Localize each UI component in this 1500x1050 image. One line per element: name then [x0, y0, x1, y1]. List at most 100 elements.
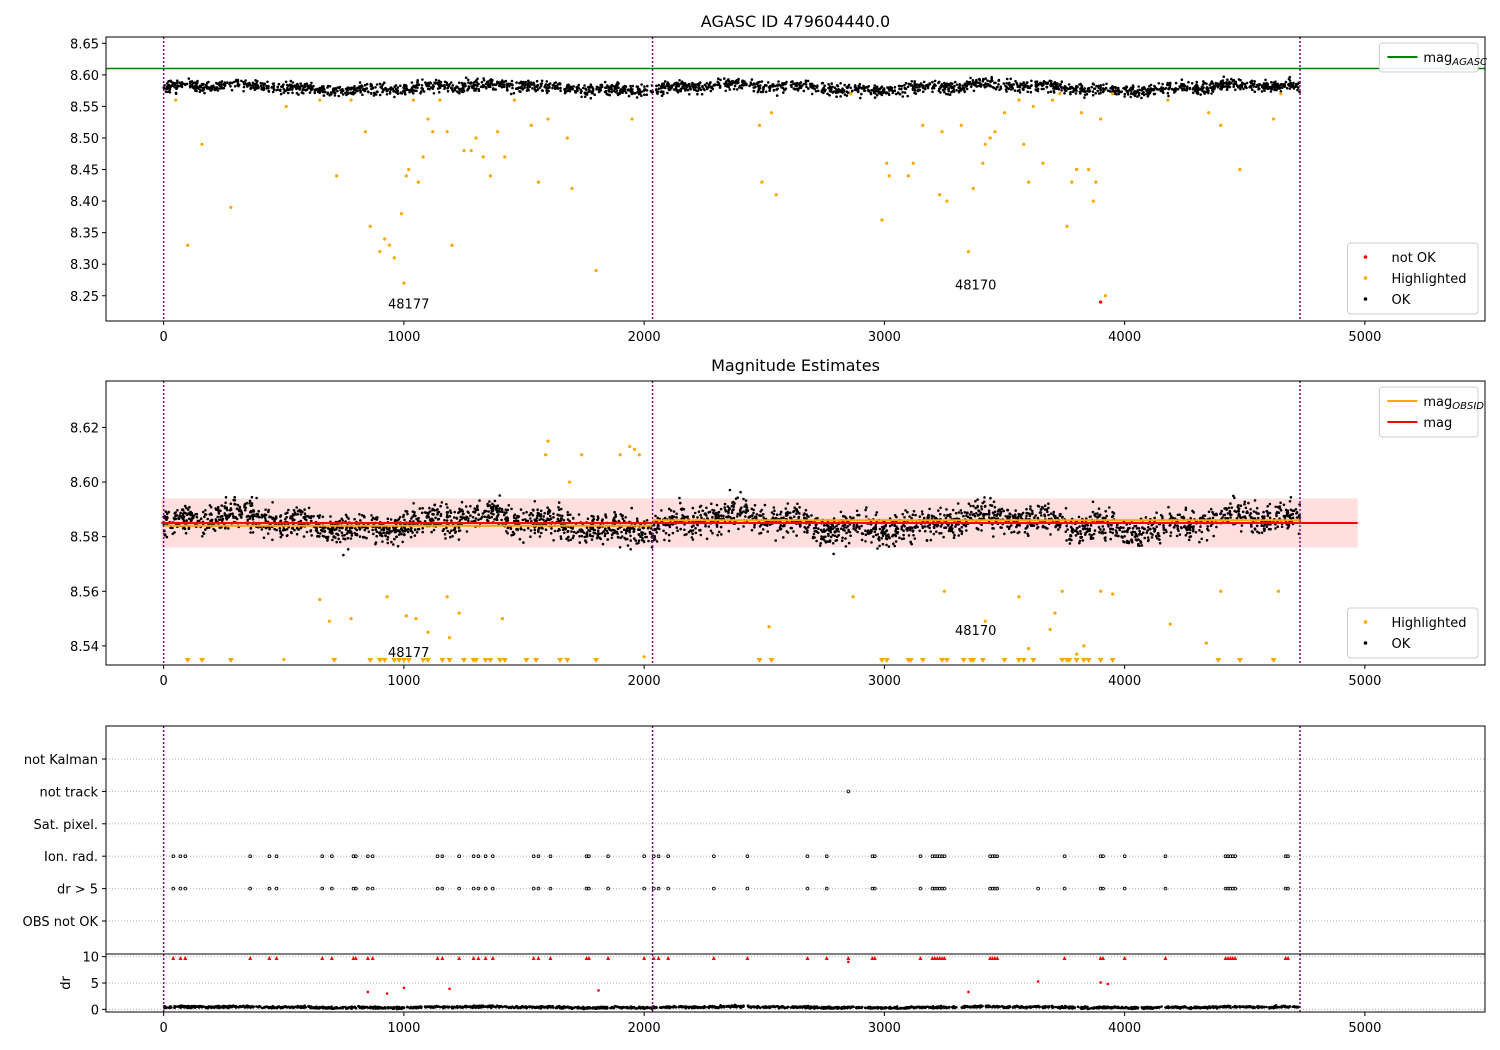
ok-point: [162, 86, 166, 90]
ok-point: [613, 85, 617, 88]
ok-point: [491, 506, 495, 510]
ok-point: [960, 525, 963, 529]
ok-point: [1123, 535, 1126, 538]
legend-box: [1347, 242, 1479, 315]
ok-point: [432, 519, 435, 522]
ok-point: [629, 548, 632, 551]
ok-point: [657, 83, 661, 87]
ok-point: [694, 527, 697, 530]
ok-point: [925, 84, 929, 88]
ok-point: [1046, 81, 1050, 84]
ok-point: [945, 508, 948, 511]
ok-point: [893, 86, 897, 89]
ok-point: [615, 89, 619, 93]
ok-point: [1042, 81, 1045, 84]
ok-point: [1166, 81, 1169, 85]
ok-point: [351, 90, 355, 94]
ok-point: [359, 89, 362, 93]
ok-point: [578, 535, 581, 538]
ok-point: [1272, 81, 1276, 84]
ok-point: [915, 86, 919, 89]
ok-point: [208, 504, 212, 507]
ok-point: [771, 83, 774, 86]
ok-point: [1253, 499, 1257, 502]
ok-point: [791, 80, 794, 83]
ok-point: [168, 91, 172, 94]
ok-point: [1104, 509, 1107, 513]
ok-point: [406, 530, 410, 534]
ok-point: [908, 515, 911, 518]
ok-point: [464, 76, 468, 79]
ok-point: [585, 535, 589, 538]
ok-point: [766, 81, 770, 84]
highlighted-point: [186, 243, 190, 247]
ok-point: [950, 529, 954, 532]
ok-point: [1244, 85, 1247, 88]
ok-point: [399, 91, 403, 94]
ok-point: [793, 506, 796, 510]
ok-point: [649, 89, 653, 93]
ok-point: [342, 553, 345, 557]
ok-point: [453, 510, 457, 514]
legend-swatch: [1363, 276, 1368, 280]
ok-point: [965, 514, 968, 517]
y-tick-label: 8.25: [70, 290, 99, 305]
ok-point: [780, 516, 783, 520]
ok-point: [827, 86, 830, 90]
ok-point: [519, 80, 523, 84]
ok-point: [412, 502, 415, 505]
ok-point: [697, 83, 701, 87]
ok-point: [218, 526, 222, 529]
highlighted-point: [760, 180, 764, 184]
ok-point: [498, 494, 502, 497]
ok-point: [1255, 506, 1259, 510]
ok-point: [446, 90, 450, 93]
ok-point: [877, 87, 880, 91]
ok-point: [409, 535, 413, 539]
ok-point: [380, 86, 384, 90]
ok-point: [1017, 530, 1021, 534]
ok-point: [804, 527, 808, 530]
ok-point: [201, 510, 205, 514]
ok-point: [836, 91, 839, 94]
ok-point: [340, 517, 344, 521]
ok-point: [876, 533, 880, 536]
ok-point: [450, 81, 453, 84]
ok-point: [987, 516, 991, 519]
ok-point: [726, 515, 729, 519]
ok-point: [1053, 81, 1057, 84]
ok-point: [1186, 531, 1189, 535]
ok-point: [742, 82, 746, 86]
ok-point: [1227, 506, 1231, 510]
ok-point: [473, 511, 477, 514]
ok-point: [962, 514, 965, 518]
ok-point: [1146, 536, 1150, 539]
ok-point: [948, 528, 951, 531]
ok-point: [734, 79, 738, 83]
ok-point: [893, 533, 897, 536]
ok-point: [338, 529, 341, 532]
x-tick-label: 2000: [628, 330, 661, 345]
ok-point: [900, 87, 903, 91]
ok-point: [375, 516, 378, 519]
ok-point: [433, 503, 437, 507]
ok-point: [1153, 530, 1156, 533]
ok-point: [420, 84, 424, 87]
ok-point: [620, 530, 623, 534]
ok-point: [1074, 92, 1078, 95]
ok-point: [892, 542, 895, 545]
ok-point: [701, 85, 704, 88]
ok-point: [287, 508, 290, 512]
ok-point: [389, 518, 393, 521]
ok-point: [854, 528, 857, 532]
ok-point: [1133, 90, 1137, 93]
ok-point: [1093, 513, 1097, 516]
x-tick-label: 0: [160, 674, 168, 689]
ok-point: [446, 87, 449, 90]
ok-point: [486, 520, 490, 523]
ok-point: [531, 514, 535, 517]
ok-point: [1282, 503, 1286, 507]
ok-point: [522, 511, 525, 515]
ok-point: [943, 88, 947, 91]
ok-point: [394, 87, 398, 91]
